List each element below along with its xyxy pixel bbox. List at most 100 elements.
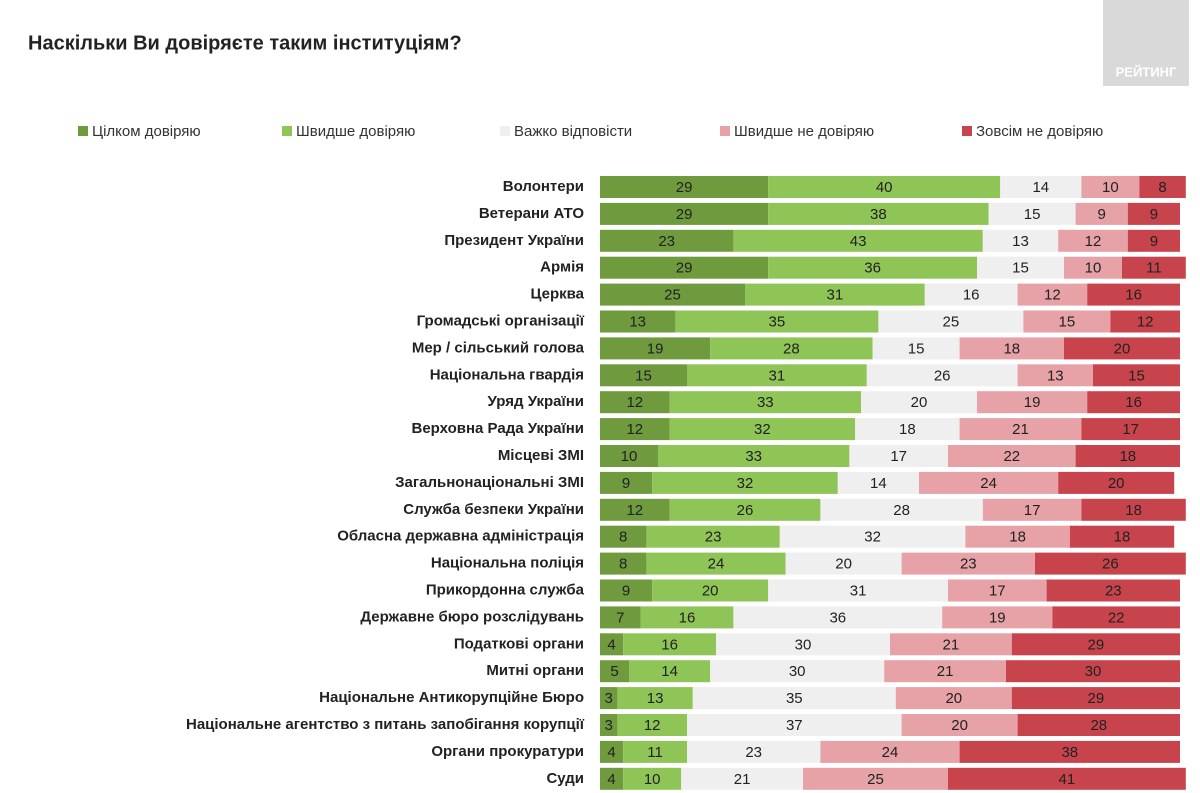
value-label: 25	[664, 287, 681, 304]
value-label: 20	[911, 394, 928, 411]
value-label: 4	[607, 744, 615, 761]
value-label: 12	[1137, 313, 1154, 330]
value-label: 19	[1024, 394, 1041, 411]
value-label: 23	[960, 556, 977, 573]
value-label: 13	[1012, 233, 1029, 250]
bar-segment	[948, 767, 1186, 790]
bar-segment	[768, 202, 989, 225]
bar-segment	[866, 364, 1018, 387]
category-label: Церква	[530, 286, 584, 303]
bar-segment	[617, 714, 687, 736]
category-label: Суди	[546, 770, 584, 787]
value-label: 23	[705, 529, 722, 546]
bar-segment	[924, 283, 1018, 306]
value-label: 7	[616, 609, 624, 626]
value-label: 31	[850, 582, 867, 599]
value-label: 4	[607, 771, 615, 788]
bar-segment	[1127, 202, 1180, 225]
bar-segment	[600, 740, 624, 763]
bar-segment	[977, 391, 1088, 414]
value-label: 12	[626, 502, 643, 519]
value-label: 18	[899, 421, 916, 438]
value-label: 24	[882, 744, 899, 761]
bar-segment	[646, 525, 780, 548]
value-label: 35	[786, 690, 803, 707]
bar-segment	[733, 229, 983, 252]
value-label: 32	[864, 529, 881, 546]
value-label: 33	[745, 448, 762, 465]
bar-segment	[600, 310, 676, 333]
category-label: Національна поліція	[431, 555, 584, 572]
value-label: 29	[676, 260, 693, 277]
bar-segment	[1064, 256, 1122, 279]
legend-swatch	[282, 126, 292, 136]
value-label: 16	[661, 636, 678, 653]
bar-segment	[942, 606, 1053, 629]
value-label: 12	[1085, 233, 1102, 250]
category-label: Державне бюро розслідувань	[360, 608, 584, 625]
bar-segment	[1064, 337, 1180, 360]
value-label: 4	[607, 636, 615, 653]
value-label: 18	[1003, 340, 1020, 357]
value-label: 11	[647, 744, 663, 761]
bar-segment	[600, 579, 653, 602]
bar-segment	[623, 740, 687, 763]
category-label: Уряд України	[488, 393, 584, 410]
value-label: 20	[951, 717, 968, 734]
value-label: 13	[647, 690, 664, 707]
bar-segment	[965, 525, 1070, 548]
bar-segment	[600, 364, 687, 387]
bar-segment	[600, 660, 629, 683]
bar-segment	[959, 740, 1180, 763]
bar-segment	[1023, 310, 1111, 333]
bar-segment	[1081, 176, 1140, 198]
value-label: 12	[626, 421, 643, 438]
bar-segment	[600, 256, 769, 279]
category-label: Мер / сільський голова	[412, 339, 585, 356]
value-label: 17	[989, 582, 1006, 599]
bar-segment	[600, 552, 647, 575]
bar-segment	[890, 633, 1012, 656]
bar-segment	[600, 714, 618, 736]
bar-segment	[600, 283, 745, 306]
bar-segment	[640, 606, 734, 629]
bar-segment	[884, 660, 1006, 683]
value-label: 15	[1024, 206, 1041, 223]
bar-segment	[710, 660, 885, 683]
legend-swatch	[720, 126, 730, 136]
value-label: 14	[661, 663, 678, 680]
bar-segment	[895, 687, 1012, 710]
bar-segment	[600, 471, 653, 494]
value-label: 12	[644, 717, 661, 734]
bar-segment	[1069, 525, 1175, 548]
bar-segment	[959, 418, 1082, 441]
value-label: 10	[1085, 260, 1102, 277]
value-label: 9	[1150, 206, 1158, 223]
bar-segment	[901, 714, 1018, 736]
legend-label: Швидше довіряю	[296, 123, 415, 140]
legend-label: Швидше не довіряю	[734, 123, 874, 140]
logo-box	[1103, 0, 1189, 86]
value-label: 23	[658, 233, 675, 250]
bar-segment	[768, 579, 948, 602]
bar-segment	[600, 606, 641, 629]
value-label: 15	[908, 340, 925, 357]
category-label: Президент України	[444, 232, 584, 249]
value-label: 9	[622, 582, 630, 599]
value-label: 30	[789, 663, 806, 680]
bar-segment	[600, 767, 624, 790]
bar-segment	[1110, 310, 1180, 333]
legend-swatch	[500, 126, 510, 136]
bar-segment	[687, 714, 902, 736]
legend-label: Зовсім не довіряю	[976, 123, 1103, 140]
bar-segment	[600, 391, 670, 414]
bar-segment	[675, 310, 879, 333]
bar-segment	[1058, 471, 1175, 494]
bar-segment	[658, 445, 850, 467]
value-label: 9	[1150, 233, 1158, 250]
value-label: 33	[757, 394, 774, 411]
value-label: 13	[629, 313, 646, 330]
value-label: 32	[737, 475, 754, 492]
value-label: 29	[676, 179, 693, 196]
bar-segment	[600, 202, 769, 225]
